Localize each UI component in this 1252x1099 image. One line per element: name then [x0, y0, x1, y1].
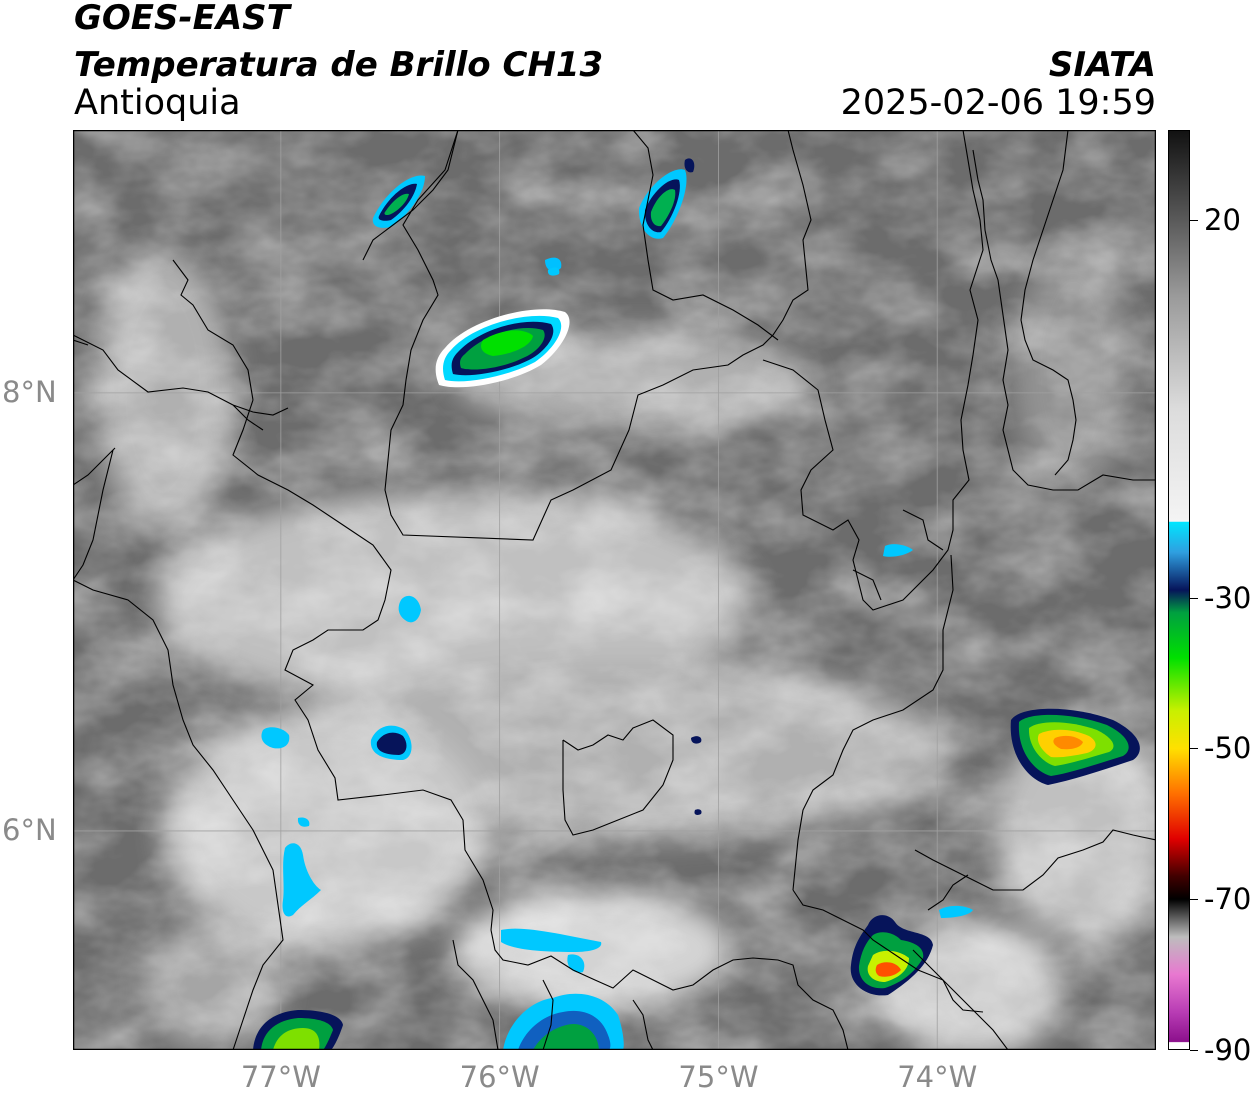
region-label: Antioquia [74, 83, 241, 123]
lon-tick-label: 75°W [678, 1060, 759, 1094]
colorbar-tick-label: -90 [1204, 1033, 1252, 1067]
cloud-texture [73, 130, 1156, 1050]
department-border-south [452, 939, 654, 1050]
department-border-antioquia-cordoba [384, 130, 812, 541]
colorbar-tick-mark [1190, 1050, 1198, 1051]
colorbar-tick-label: -50 [1204, 731, 1252, 766]
agency-label: SIATA [1048, 45, 1156, 85]
borders [73, 130, 1156, 1050]
lon-tick-label: 77°W [240, 1060, 321, 1094]
department-border-boyaca [792, 889, 984, 1013]
colorbar-tick-label: -30 [1204, 580, 1252, 615]
coastline-caribbean [362, 130, 459, 261]
cell-north-center [435, 257, 570, 388]
municipal-border-center [562, 719, 674, 836]
department-border-southeast-2 [912, 874, 1009, 1050]
map-panel [73, 130, 1156, 1050]
department-border-east [972, 149, 1156, 491]
cell-small-west [261, 267, 913, 917]
map-border [73, 130, 1156, 1050]
colorbar-tick-mark [1190, 220, 1198, 222]
department-border-northeast [1020, 130, 1077, 476]
lon-tick-label: 74°W [897, 1060, 978, 1094]
border-rivers [852, 509, 944, 601]
lon-tick-label: 76°W [459, 1060, 540, 1094]
colorbar-tick-label: 20 [1204, 203, 1241, 238]
lat-tick-label: 8°N [2, 374, 57, 409]
cell-north-east [638, 158, 695, 239]
department-border-antioquia-caldas [490, 929, 849, 1050]
colorbar-tick-mark [1190, 899, 1198, 901]
department-border-antioquia-santander [792, 554, 954, 891]
cell-south-center [501, 928, 624, 1050]
lat-tick-label: 6°N [2, 812, 57, 847]
department-border-antioquia-choco [232, 399, 494, 931]
coastline-uraba [73, 334, 289, 431]
cell-east [1010, 708, 1140, 785]
convective-cells [253, 158, 1140, 1050]
department-border-antioquia-bolivar [632, 130, 984, 611]
colorbar-tick-label: -70 [1204, 882, 1252, 917]
colorbar-fill [1168, 130, 1190, 1050]
colorbar-border [1168, 130, 1190, 1050]
colorbar-tick-mark [1190, 597, 1198, 599]
temperature-colorbar [1168, 130, 1190, 1050]
border-panama-colombia [172, 259, 254, 401]
coastline-pacific [73, 449, 284, 1050]
department-border-southeast [914, 829, 1156, 891]
cell-southwest [253, 1010, 343, 1050]
datetime-label: 2025-02-06 19:59 [840, 83, 1156, 123]
title-product: Temperatura de Brillo CH13 [74, 45, 604, 85]
border-panama [73, 339, 116, 486]
gridlines [73, 130, 1156, 1050]
title-satellite: GOES-EAST [74, 0, 290, 38]
cell-northwest [372, 175, 425, 228]
cell-southeast [850, 905, 973, 996]
colorbar-tick-mark [1190, 748, 1198, 750]
